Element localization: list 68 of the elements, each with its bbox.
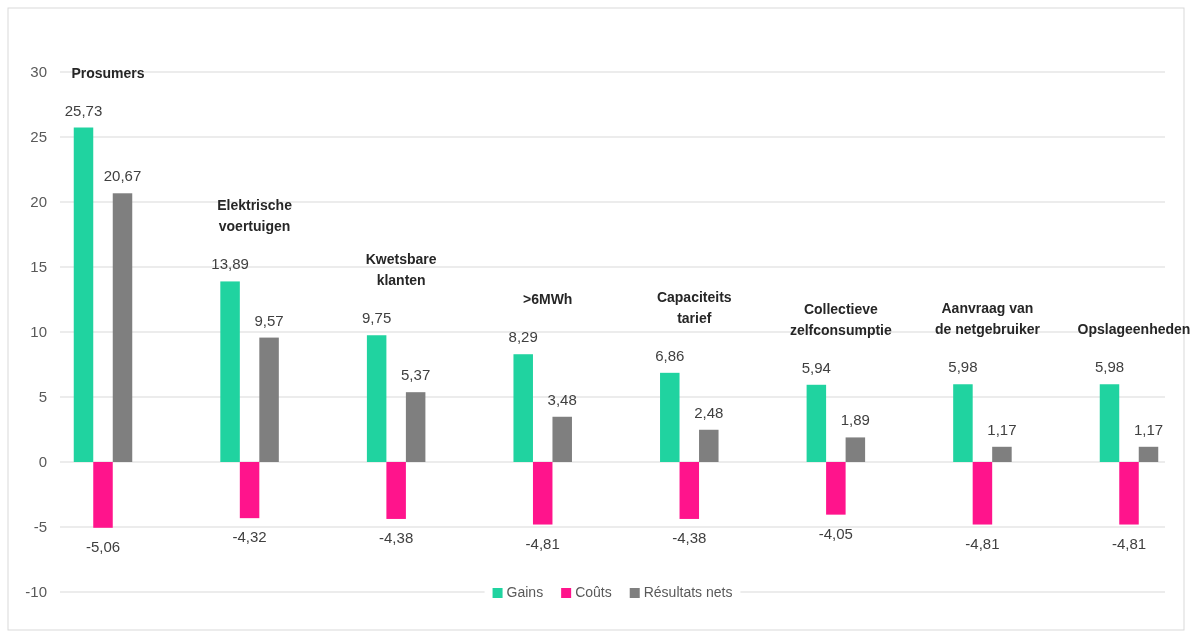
bar: [366, 335, 387, 462]
x-tick-label: >6MWh: [523, 291, 573, 308]
bar: [806, 384, 827, 462]
y-tick-label: 5: [38, 388, 47, 406]
x-tick-label: Collectieve zelfconsumptie: [789, 300, 893, 338]
bar: [405, 392, 426, 462]
bar: [660, 372, 680, 462]
y-tick-label: -5: [33, 518, 47, 536]
data-label: 1,89: [840, 411, 870, 429]
x-tick-label: Capaciteits tarief: [656, 288, 732, 326]
data-label: 1,17: [987, 420, 1017, 438]
bar: [972, 462, 993, 525]
data-label: -4,81: [965, 534, 1000, 552]
data-label: -4,81: [525, 534, 560, 552]
data-label: 5,94: [801, 358, 831, 376]
x-tick-label: Kwetsbare klanten: [365, 251, 437, 289]
legend-label: Coûts: [575, 584, 612, 600]
legend-label: Résultats nets: [643, 584, 733, 600]
data-label: 6,86: [655, 346, 685, 364]
data-label: -4,32: [232, 528, 267, 546]
data-label: 5,37: [401, 366, 431, 384]
x-tick-label: Opslageenheden: [1077, 321, 1191, 338]
data-label: 9,57: [254, 311, 284, 329]
y-tick-label: 15: [30, 258, 47, 276]
x-tick-label: Aanvraag van de netgebruiker: [934, 300, 1041, 338]
data-label: -5,06: [85, 537, 121, 555]
bar: [845, 437, 866, 462]
bar: [513, 354, 533, 462]
data-label: 13,89: [211, 255, 249, 273]
bar: [826, 462, 846, 515]
data-label: 20,67: [103, 167, 142, 185]
x-tick-label: Elektrische voertuigen: [217, 197, 293, 235]
x-tick-label: Prosumers: [71, 64, 145, 81]
data-label: 5,98: [948, 358, 978, 376]
data-label: 5,98: [1094, 358, 1125, 376]
data-label: 9,75: [362, 309, 392, 327]
bar: [73, 127, 94, 462]
legend-label: Gains: [506, 584, 544, 600]
bar: [679, 462, 700, 519]
data-label: -4,81: [1111, 534, 1147, 552]
bar: [1138, 446, 1159, 462]
y-tick-label: 20: [30, 193, 47, 211]
y-tick-label: 25: [30, 128, 47, 146]
data-label: 3,48: [547, 390, 577, 408]
data-label: -4,38: [672, 528, 707, 546]
y-tick-label: 0: [38, 453, 47, 471]
bar: [552, 416, 572, 462]
data-label: 2,48: [694, 403, 724, 421]
bar: [220, 281, 240, 462]
bar: [259, 337, 279, 462]
bar: [112, 193, 133, 462]
data-label: 8,29: [508, 328, 538, 346]
bar: [386, 462, 406, 519]
y-tick-label: 30: [30, 63, 47, 81]
bar: [239, 462, 260, 519]
y-tick-label: 10: [30, 323, 47, 341]
data-label: 1,17: [1133, 420, 1164, 438]
bar: [953, 384, 973, 462]
y-tick-label: -10: [25, 583, 47, 601]
bar: [1099, 384, 1120, 462]
data-label: -4,38: [379, 528, 414, 546]
bar: [992, 446, 1012, 462]
bar: [1119, 462, 1139, 525]
data-label: 25,73: [64, 101, 103, 119]
bar: [699, 429, 719, 462]
data-label: -4,05: [818, 524, 853, 542]
bar: [93, 462, 113, 528]
bar: [532, 462, 553, 525]
